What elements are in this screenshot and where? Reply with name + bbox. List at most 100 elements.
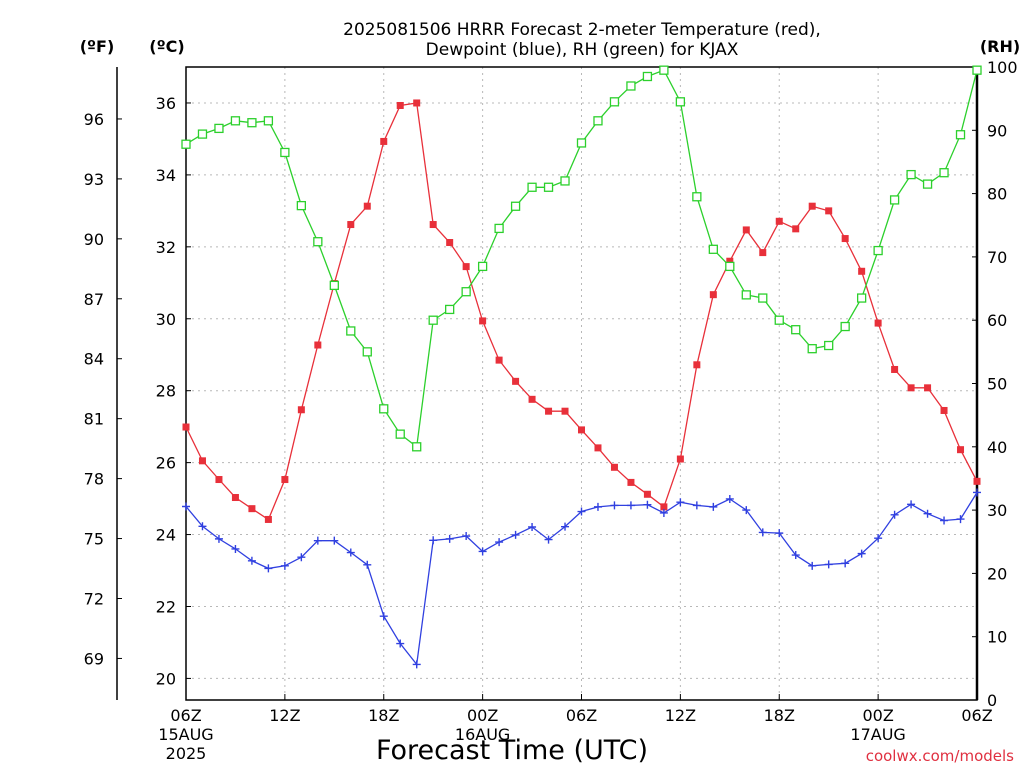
rh-point (263, 116, 274, 126)
rh-point (329, 280, 339, 291)
dewpoint-point (874, 534, 883, 543)
temperature-point (182, 423, 190, 431)
celsius-tick-label: 20 (156, 669, 176, 688)
dewpoint-point (808, 561, 817, 570)
temperature-point (643, 490, 651, 498)
dewpoint-point (462, 531, 471, 540)
temperature-point (957, 446, 965, 454)
dewpoint-point (940, 516, 949, 525)
x-tick-label: 18Z (764, 706, 795, 725)
rh-point (197, 129, 208, 139)
rh-point (889, 195, 900, 205)
rh-tick-label: 10 (987, 628, 1007, 647)
temperature-point (215, 476, 223, 484)
x-tick-label: 00Z (467, 706, 498, 725)
dewpoint-point (429, 536, 438, 545)
temperature-point (693, 361, 701, 369)
temperature-point (363, 202, 371, 210)
fahrenheit-tick-label: 96 (84, 110, 104, 129)
rh-point (461, 287, 471, 297)
celsius-tick-label: 34 (156, 166, 176, 185)
plot-frame (185, 66, 978, 701)
rh-tick-label: 30 (987, 501, 1007, 520)
fahrenheit-tick-label: 93 (84, 170, 104, 189)
temperature-point (726, 257, 734, 265)
dewpoint-point (544, 535, 553, 544)
temperature-point (429, 221, 437, 229)
x-tick-label: 06Z (961, 706, 992, 725)
temperature-point (973, 477, 981, 485)
axes-layer: 69 72 75 78 81 84 87 90 93 96 20 22 24 26 28 30 32 34 36 0 1… (84, 58, 1018, 763)
dewpoint-point (841, 559, 850, 568)
dewpoint-point (577, 507, 586, 516)
temperature-point (561, 407, 569, 415)
dewpoint-point (775, 529, 784, 538)
temperature-point (198, 457, 206, 465)
temperature-point (676, 455, 684, 463)
temperature-point (578, 426, 585, 434)
fahrenheit-tick-label: 87 (84, 290, 104, 309)
temperature-point (545, 407, 553, 415)
dewpoint-point (495, 538, 504, 547)
rh-point (708, 244, 718, 254)
temperature-point (495, 356, 503, 364)
dewpoint-point (297, 553, 306, 562)
x-tick-label: 12Z (665, 706, 696, 725)
dewpoint-point (593, 502, 602, 511)
temperature-point (594, 444, 602, 452)
celsius-tick-label: 22 (156, 597, 176, 616)
rh-point (774, 315, 784, 325)
celsius-tick-label: 28 (156, 382, 176, 401)
rh-point (313, 237, 323, 247)
rh-tick-label: 40 (987, 438, 1007, 457)
left-unit-fahrenheit: (ºF) (80, 37, 115, 56)
left-unit-celsius: (ºC) (149, 37, 184, 56)
rh-point (906, 169, 916, 180)
temperature-point (891, 365, 899, 373)
rh-tick-label: 50 (987, 375, 1007, 394)
rh-point (247, 118, 257, 128)
rh-tick-label: 20 (987, 564, 1007, 583)
temperature-point (380, 137, 388, 145)
rh-point (873, 245, 883, 256)
rh-tick-label: 80 (987, 185, 1007, 204)
grid-layer (186, 67, 977, 700)
dewpoint-point (182, 502, 190, 511)
temperature-point (940, 406, 948, 414)
dewpoint-point (313, 536, 322, 545)
x-tick-date-label: 16AUG (455, 725, 510, 744)
fahrenheit-tick-label: 84 (84, 350, 104, 369)
dewpoint-point (280, 561, 289, 570)
celsius-tick-label: 36 (156, 94, 176, 113)
dewpoint-point (956, 515, 965, 524)
rh-point (395, 429, 405, 439)
dewpoint-point (412, 660, 421, 669)
x-tick-label: 00Z (862, 706, 893, 725)
fahrenheit-tick-label: 90 (84, 230, 104, 249)
temperature-point (528, 395, 536, 403)
dewpoint-point (709, 502, 718, 511)
dewpoint-point (890, 510, 899, 519)
temperature-point (627, 478, 635, 486)
rh-point (791, 325, 801, 335)
temperature-point (396, 101, 404, 109)
fahrenheit-tick-label: 81 (84, 410, 104, 429)
x-tick-label: 12Z (269, 706, 300, 725)
dewpoint-point (725, 494, 734, 503)
dewpoint-point (478, 547, 487, 556)
dewpoint-point (659, 508, 668, 517)
series-layer (181, 65, 982, 669)
dewpoint-point (676, 498, 685, 507)
rh-point (214, 123, 224, 134)
temperature-point (709, 291, 717, 299)
dewpoint-point (511, 530, 520, 539)
temperature-point (413, 99, 421, 107)
temperature-point (775, 217, 783, 225)
dewpoint-point (247, 556, 256, 565)
x-tick-label: 06Z (170, 706, 201, 725)
temperature-point (462, 263, 470, 271)
dewpoint-point (198, 522, 207, 531)
temperature-point (347, 221, 355, 229)
dewpoint-point (923, 509, 932, 518)
